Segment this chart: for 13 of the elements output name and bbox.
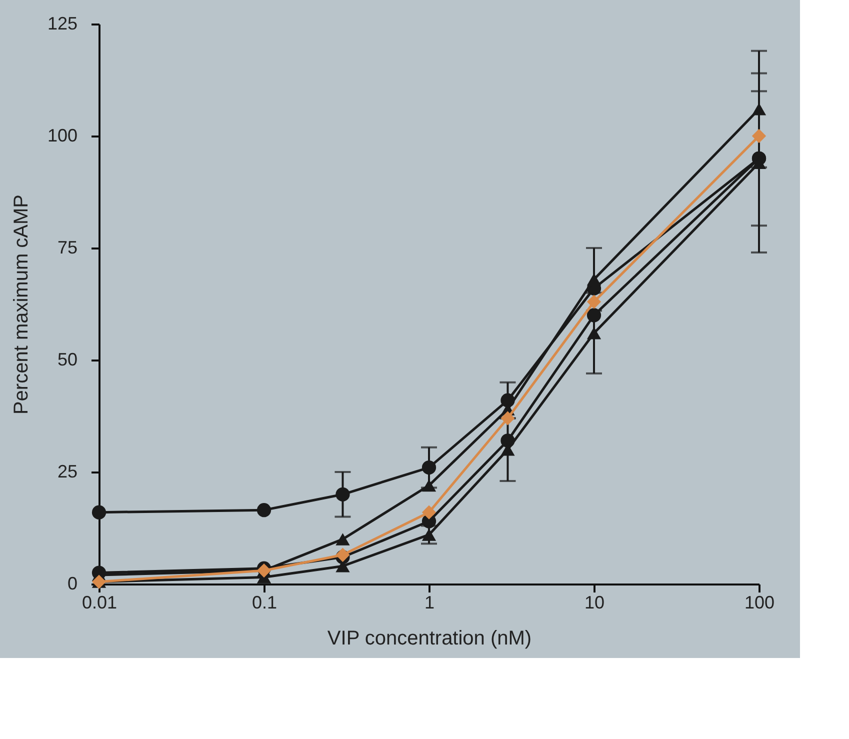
y-tick-label: 100 [47,126,78,146]
x-tick-label: 0.01 [82,592,118,612]
x-tick-label: 1 [424,592,435,612]
x-tick-label: 100 [744,592,775,612]
y-tick-label: 50 [57,350,78,370]
y-tick-label: 75 [57,238,78,258]
y-axis-title: Percent maximum cAMP [10,194,32,415]
y-tick-label: 0 [67,574,78,594]
x-tick-label: 10 [584,592,605,612]
x-axis-title: VIP concentration (nM) [327,628,532,650]
x-tick-label: 0.1 [252,592,278,612]
y-tick-label: 125 [47,14,78,34]
y-tick-label: 25 [57,462,78,482]
